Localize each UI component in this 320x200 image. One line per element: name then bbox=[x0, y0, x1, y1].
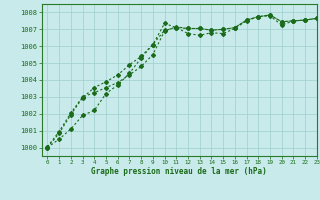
X-axis label: Graphe pression niveau de la mer (hPa): Graphe pression niveau de la mer (hPa) bbox=[91, 167, 267, 176]
